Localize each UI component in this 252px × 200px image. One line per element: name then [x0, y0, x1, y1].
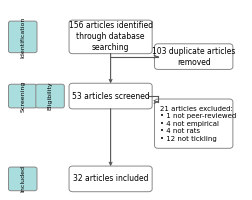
Text: 103 duplicate articles
removed: 103 duplicate articles removed	[152, 47, 235, 67]
Text: 156 articles identified
through database
searching: 156 articles identified through database…	[69, 21, 153, 52]
FancyBboxPatch shape	[69, 166, 152, 192]
FancyBboxPatch shape	[36, 84, 64, 108]
Text: 21 articles excluded:
• 1 not peer-reviewed
• 4 not empirical
• 4 not rats
• 12 : 21 articles excluded: • 1 not peer-revie…	[161, 106, 237, 142]
Text: Included: Included	[20, 165, 25, 192]
Text: Screening: Screening	[20, 80, 25, 112]
Text: Eligibility: Eligibility	[48, 82, 53, 110]
Text: Identification: Identification	[20, 16, 25, 58]
FancyBboxPatch shape	[9, 84, 37, 108]
Text: 32 articles included: 32 articles included	[73, 174, 148, 183]
FancyBboxPatch shape	[154, 99, 233, 148]
FancyBboxPatch shape	[9, 21, 37, 53]
FancyBboxPatch shape	[69, 20, 152, 54]
FancyBboxPatch shape	[69, 83, 152, 109]
FancyBboxPatch shape	[154, 44, 233, 69]
FancyBboxPatch shape	[9, 167, 37, 191]
Text: 53 articles screened: 53 articles screened	[72, 92, 149, 101]
